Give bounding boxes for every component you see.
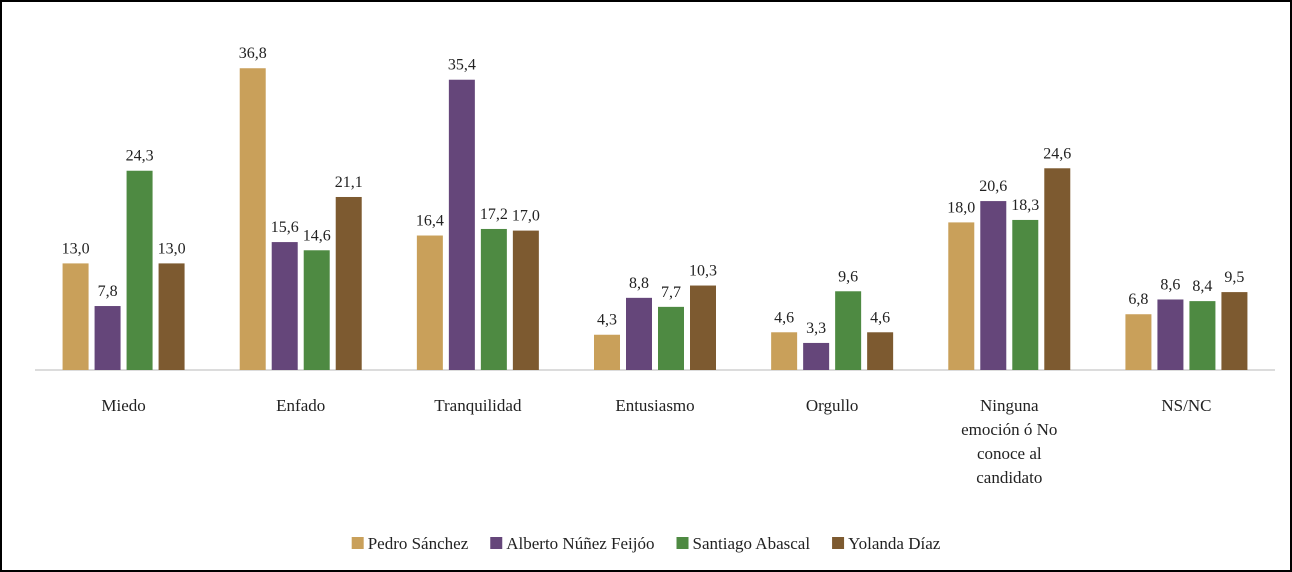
data-label: 13,0	[62, 240, 90, 257]
bar	[1221, 292, 1248, 370]
legend-label: Yolanda Díaz	[848, 534, 941, 553]
x-tick-label: Tranquilidad	[434, 396, 522, 415]
bar	[62, 263, 89, 370]
x-tick-label: Entusiasmo	[615, 396, 694, 415]
data-label: 6,8	[1128, 291, 1148, 308]
bar	[1125, 314, 1152, 370]
data-label: 17,2	[480, 206, 508, 223]
data-label: 8,4	[1192, 278, 1212, 295]
x-tick-label: Miedo	[101, 396, 145, 415]
data-label: 8,6	[1160, 276, 1180, 293]
bar	[658, 306, 684, 370]
bar	[448, 79, 475, 370]
bar	[239, 68, 266, 371]
data-label: 9,5	[1224, 269, 1244, 286]
legend-label: Santiago Abascal	[693, 534, 811, 553]
bar	[690, 285, 716, 370]
data-label: 10,3	[689, 263, 717, 280]
bar	[1044, 168, 1071, 370]
bar	[158, 263, 185, 370]
bar	[480, 228, 507, 370]
x-tick-label: NS/NC	[1161, 396, 1211, 415]
data-label: 7,7	[661, 284, 681, 301]
bar	[416, 235, 443, 370]
legend-swatch	[490, 537, 503, 549]
bar	[626, 297, 652, 370]
data-label: 16,4	[416, 213, 444, 230]
bar	[771, 332, 798, 370]
x-tick-label: Enfado	[276, 396, 325, 415]
data-label: 18,0	[947, 199, 975, 216]
bar	[1189, 301, 1216, 370]
legend-swatch	[676, 537, 689, 549]
bar	[1157, 299, 1184, 370]
legend-swatch	[351, 537, 364, 549]
data-label: 15,6	[271, 219, 299, 236]
data-label: 7,8	[98, 283, 118, 300]
data-label: 9,6	[838, 268, 858, 285]
data-label: 4,3	[597, 312, 617, 329]
bar	[335, 196, 362, 370]
bar	[1012, 219, 1039, 370]
bar	[271, 242, 298, 370]
bar	[303, 250, 330, 370]
data-label: 3,3	[806, 320, 826, 337]
data-label: 4,6	[774, 309, 794, 326]
data-label: 13,0	[158, 240, 186, 257]
bar	[94, 306, 121, 370]
data-label: 14,6	[303, 227, 331, 244]
x-tick-label: Ninguna emoción ó No conoce al candidato	[961, 396, 1057, 487]
legend-label: Alberto Núñez Feijóo	[506, 534, 654, 553]
legend-label: Pedro Sánchez	[368, 534, 469, 553]
bar	[594, 334, 620, 370]
data-label: 18,3	[1011, 197, 1039, 214]
data-label: 8,8	[629, 275, 649, 292]
data-label: 17,0	[512, 208, 540, 225]
data-label: 4,6	[870, 309, 890, 326]
data-label: 24,3	[126, 148, 154, 165]
data-label: 36,8	[239, 45, 267, 62]
data-label: 21,1	[335, 174, 363, 191]
bar	[512, 230, 539, 370]
bar	[803, 342, 830, 370]
data-label: 24,6	[1043, 145, 1071, 162]
bar	[126, 170, 153, 370]
bar	[980, 201, 1007, 370]
data-label: 35,4	[448, 57, 476, 74]
data-label: 20,6	[979, 178, 1007, 195]
legend-swatch	[832, 537, 845, 549]
bar	[948, 222, 975, 370]
bar	[867, 332, 894, 370]
x-tick-label: Orgullo	[806, 396, 859, 415]
bar	[835, 291, 862, 370]
